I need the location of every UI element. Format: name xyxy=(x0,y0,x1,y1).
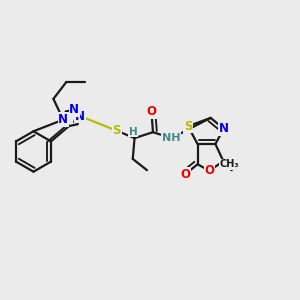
Text: N: N xyxy=(75,110,85,123)
Text: O: O xyxy=(146,106,157,118)
Text: CH₃: CH₃ xyxy=(219,159,239,169)
Text: O: O xyxy=(180,168,190,181)
Text: S: S xyxy=(184,120,192,133)
Text: S: S xyxy=(112,124,121,137)
Text: N: N xyxy=(58,113,68,126)
Text: N: N xyxy=(219,122,229,135)
Text: N: N xyxy=(69,103,79,116)
Text: NH: NH xyxy=(162,133,181,143)
Text: O: O xyxy=(204,164,214,177)
Text: H: H xyxy=(129,127,137,136)
